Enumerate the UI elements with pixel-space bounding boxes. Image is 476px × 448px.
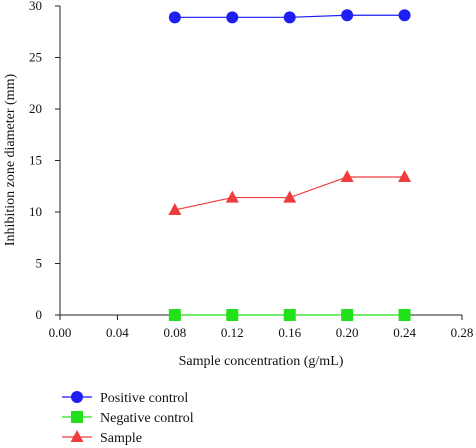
x-tick-label: 0.16 [278,325,301,340]
x-tick-label: 0.24 [393,325,416,340]
y-tick-label: 0 [36,307,43,322]
data-point-negative-control [168,309,181,321]
legend-item-positive-control: Positive control [62,391,188,406]
legend-label: Negative control [100,411,194,426]
x-tick-label: 0.28 [451,325,474,340]
y-axis-title: Inhibition zone diameter (mm) [3,74,18,247]
data-point-positive-control [398,9,411,22]
legend-item-sample: Sample [62,430,142,446]
data-point-positive-control [341,9,354,22]
series-layer [168,9,412,321]
y-tick-label: 5 [36,256,43,271]
legend: Positive control Negative control Sample [62,391,194,446]
legend-marker-negative-control [71,411,83,423]
legend-label: Positive control [100,391,188,406]
x-tick-label: 0.20 [336,325,359,340]
data-point-negative-control [398,309,411,321]
x-axis-title: Sample concentration (g/mL) [179,354,344,369]
x-tick-label: 0.08 [163,325,186,340]
y-tick-label: 30 [29,0,42,13]
series-positive-control [168,9,411,24]
legend-marker-sample [70,430,84,442]
x-tick-label: 0.04 [106,325,129,340]
data-point-sample [283,190,297,203]
y-tick-label: 25 [29,50,42,65]
y-tick-label: 20 [29,101,42,116]
y-tick-label: 10 [29,204,42,219]
y-tick-label: 15 [29,153,42,168]
x-ticks: 0.00 0.04 0.08 0.12 0.16 0.20 0.24 0.28 [49,315,474,340]
legend-label: Sample [100,431,142,446]
data-point-negative-control [341,309,354,321]
legend-marker-positive-control [71,391,83,403]
series-negative-control [168,309,411,321]
series-sample [168,169,412,215]
y-ticks: 0 5 10 15 20 25 30 [29,0,60,322]
data-point-positive-control [226,11,239,24]
plot-area: 0.00 0.04 0.08 0.12 0.16 0.20 0.24 0.28 0 5 10 15 2… [29,0,473,340]
legend-item-negative-control: Negative control [62,411,194,426]
data-point-negative-control [226,309,239,321]
x-tick-label: 0.12 [221,325,244,340]
data-point-sample [340,169,354,182]
x-tick-label: 0.00 [49,325,72,340]
data-point-positive-control [283,11,296,24]
data-point-sample [225,190,239,203]
data-point-positive-control [168,11,181,24]
data-point-sample [398,169,412,182]
data-point-negative-control [283,309,296,321]
data-point-sample [168,202,182,215]
